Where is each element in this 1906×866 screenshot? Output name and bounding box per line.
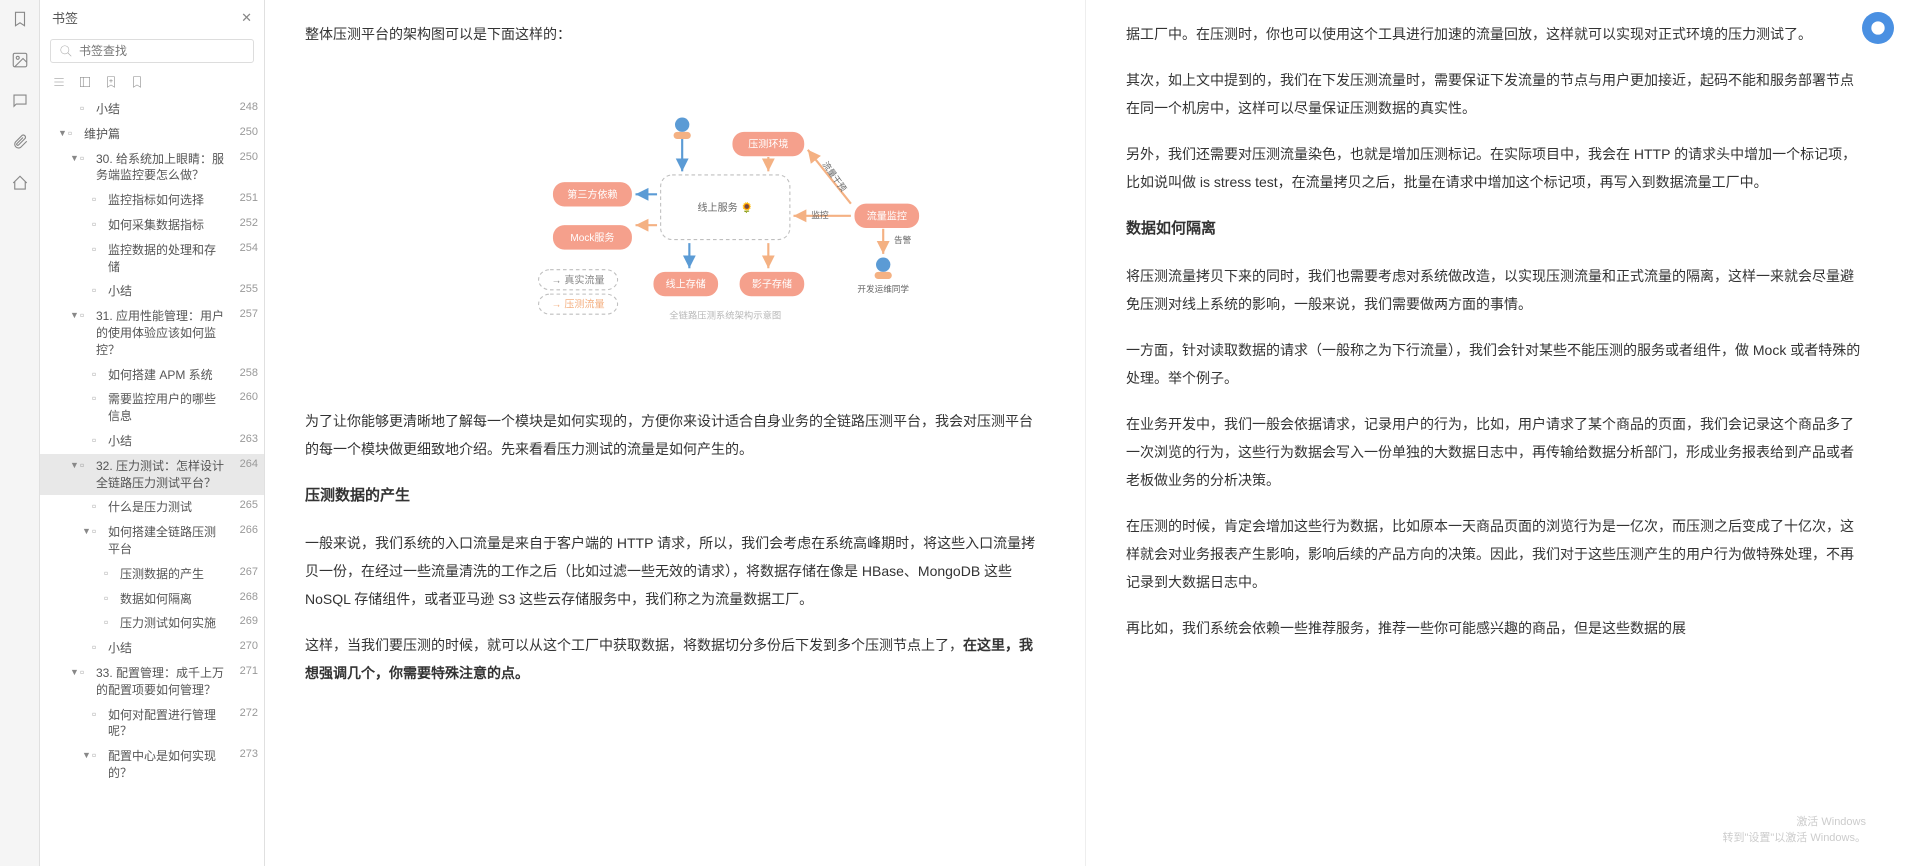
- tree-item[interactable]: ▫ 数据如何隔离 268: [40, 587, 264, 612]
- tree-item[interactable]: ▫ 小结 263: [40, 429, 264, 454]
- svg-text:告警: 告警: [894, 234, 912, 245]
- svg-text:全链路压测系统架构示意图: 全链路压测系统架构示意图: [669, 310, 781, 321]
- sidebar-title: 书签: [52, 8, 78, 27]
- close-icon[interactable]: ✕: [241, 10, 252, 26]
- content-left: 整体压测平台的架构图可以是下面这样的： 压测环境 第三方依赖 Mock服务 线上…: [265, 0, 1086, 866]
- tree-item[interactable]: ▼ ▫ 31. 应用性能管理：用户的使用体验应该如何监控？ 257: [40, 304, 264, 362]
- expand-icon[interactable]: [52, 75, 66, 89]
- svg-text:→ 真实流量: → 真实流量: [552, 273, 605, 286]
- svg-text:流量监控: 流量监控: [867, 209, 907, 222]
- content-area: 整体压测平台的架构图可以是下面这样的： 压测环境 第三方依赖 Mock服务 线上…: [265, 0, 1906, 866]
- tree-item[interactable]: ▫ 需要监控用户的哪些信息 260: [40, 387, 264, 429]
- paragraph: 在业务开发中，我们一般会依据请求，记录用户的行为，比如，用户请求了某个商品的页面…: [1126, 410, 1866, 494]
- sidebar-header: 书签 ✕: [40, 0, 264, 35]
- comment-icon[interactable]: [11, 92, 29, 115]
- paragraph: 据工厂中。在压测时，你也可以使用这个工具进行加速的流量回放，这样就可以实现对正式…: [1126, 20, 1866, 48]
- paragraph: 为了让你能够更清晰地了解每一个模块是如何实现的，方便你来设计适合自身业务的全链路…: [305, 407, 1045, 463]
- tree-item[interactable]: ▫ 压测数据的产生 267: [40, 562, 264, 587]
- paragraph: 一般来说，我们系统的入口流量是来自于客户端的 HTTP 请求，所以，我们会考虑在…: [305, 529, 1045, 613]
- paragraph: 这样，当我们要压测的时候，就可以从这个工厂中获取数据，将数据切分多份后下发到多个…: [305, 631, 1045, 687]
- paragraph: 整体压测平台的架构图可以是下面这样的：: [305, 20, 1045, 48]
- tree-item[interactable]: ▼ ▫ 33. 配置管理：成千上万的配置项要如何管理？ 271: [40, 661, 264, 703]
- tree-item[interactable]: ▫ 监控数据的处理和存储 254: [40, 238, 264, 280]
- svg-text:Mock服务: Mock服务: [570, 231, 614, 244]
- tree-item[interactable]: ▫ 什么是压力测试 265: [40, 495, 264, 520]
- tree-item[interactable]: ▫ 监控指标如何选择 251: [40, 188, 264, 213]
- bookmark-outline-icon[interactable]: [130, 75, 144, 89]
- tree-item[interactable]: ▫ 小结 248: [40, 97, 264, 122]
- tree-item[interactable]: ▫ 小结 255: [40, 279, 264, 304]
- paragraph: 其次，如上文中提到的，我们在下发压测流量时，需要保证下发流量的节点与用户更加接近…: [1126, 66, 1866, 122]
- tree-item[interactable]: ▫ 如何采集数据指标 252: [40, 213, 264, 238]
- search-box[interactable]: [50, 39, 254, 63]
- icon-rail: [0, 0, 40, 866]
- tree-item[interactable]: ▼ ▫ 配置中心是如何实现的？ 273: [40, 744, 264, 786]
- heading: 压测数据的产生: [305, 481, 1045, 511]
- tree-item[interactable]: ▫ 小结 270: [40, 636, 264, 661]
- home-icon[interactable]: [11, 174, 29, 197]
- paragraph: 再比如，我们系统会依赖一些推荐服务，推荐一些你可能感兴趣的商品，但是这些数据的展: [1126, 614, 1866, 642]
- svg-text:第三方依赖: 第三方依赖: [567, 188, 617, 201]
- bookmark-toolbar: [40, 71, 264, 97]
- image-icon[interactable]: [11, 51, 29, 74]
- search-icon: [59, 44, 73, 58]
- tree-item[interactable]: ▫ 如何对配置进行管理呢？ 272: [40, 703, 264, 745]
- heading: 数据如何隔离: [1126, 214, 1866, 244]
- bookmarks-sidebar: 书签 ✕ ▫ 小结 248 ▼ ▫ 维护篇 250 ▼ ▫ 30. 给系统加上眼…: [40, 0, 265, 866]
- svg-text:开发运维同学: 开发运维同学: [857, 283, 909, 294]
- tree-item[interactable]: ▼ ▫ 维护篇 250: [40, 122, 264, 147]
- paragraph: 在压测的时候，肯定会增加这些行为数据，比如原本一天商品页面的浏览行为是一亿次，而…: [1126, 512, 1866, 596]
- tree-item[interactable]: ▼ ▫ 如何搭建全链路压测平台 266: [40, 520, 264, 562]
- svg-text:影子存储: 影子存储: [752, 278, 792, 291]
- tree-item[interactable]: ▼ ▫ 30. 给系统加上眼睛：服务端监控要怎么做？ 250: [40, 147, 264, 189]
- bookmark-icon[interactable]: [11, 10, 29, 33]
- tree-item[interactable]: ▼ ▫ 32. 压力测试：怎样设计全链路压力测试平台？ 264: [40, 454, 264, 496]
- bookmark-tree: ▫ 小结 248 ▼ ▫ 维护篇 250 ▼ ▫ 30. 给系统加上眼睛：服务端…: [40, 97, 264, 866]
- svg-text:→ 压测流量: → 压测流量: [552, 298, 605, 311]
- add-bookmark-icon[interactable]: [104, 75, 118, 89]
- search-input[interactable]: [79, 44, 245, 58]
- tree-item[interactable]: ▫ 如何搭建 APM 系统 258: [40, 363, 264, 388]
- svg-text:线上存储: 线上存储: [666, 278, 706, 291]
- svg-text:监控: 监控: [811, 209, 829, 220]
- svg-text:压测环境: 压测环境: [748, 138, 788, 151]
- paragraph: 另外，我们还需要对压测流量染色，也就是增加压测标记。在实际项目中，我会在 HTT…: [1126, 140, 1866, 196]
- architecture-diagram: 压测环境 第三方依赖 Mock服务 线上服务 🌻 线上存储 影子存储 流量监控 …: [305, 68, 1045, 377]
- assistant-button[interactable]: [1862, 12, 1894, 44]
- attachment-icon[interactable]: [11, 133, 29, 156]
- tree-item[interactable]: ▫ 压力测试如何实施 269: [40, 611, 264, 636]
- content-right: 据工厂中。在压测时，你也可以使用这个工具进行加速的流量回放，这样就可以实现对正式…: [1086, 0, 1906, 866]
- collapse-icon[interactable]: [78, 75, 92, 89]
- svg-text:流量干预: 流量干预: [821, 159, 850, 194]
- paragraph: 一方面，针对读取数据的请求（一般称之为下行流量），我们会针对某些不能压测的服务或…: [1126, 336, 1866, 392]
- svg-text:线上服务 🌻: 线上服务 🌻: [698, 201, 754, 214]
- paragraph: 将压测流量拷贝下来的同时，我们也需要考虑对系统做改造，以实现压测流量和正式流量的…: [1126, 262, 1866, 318]
